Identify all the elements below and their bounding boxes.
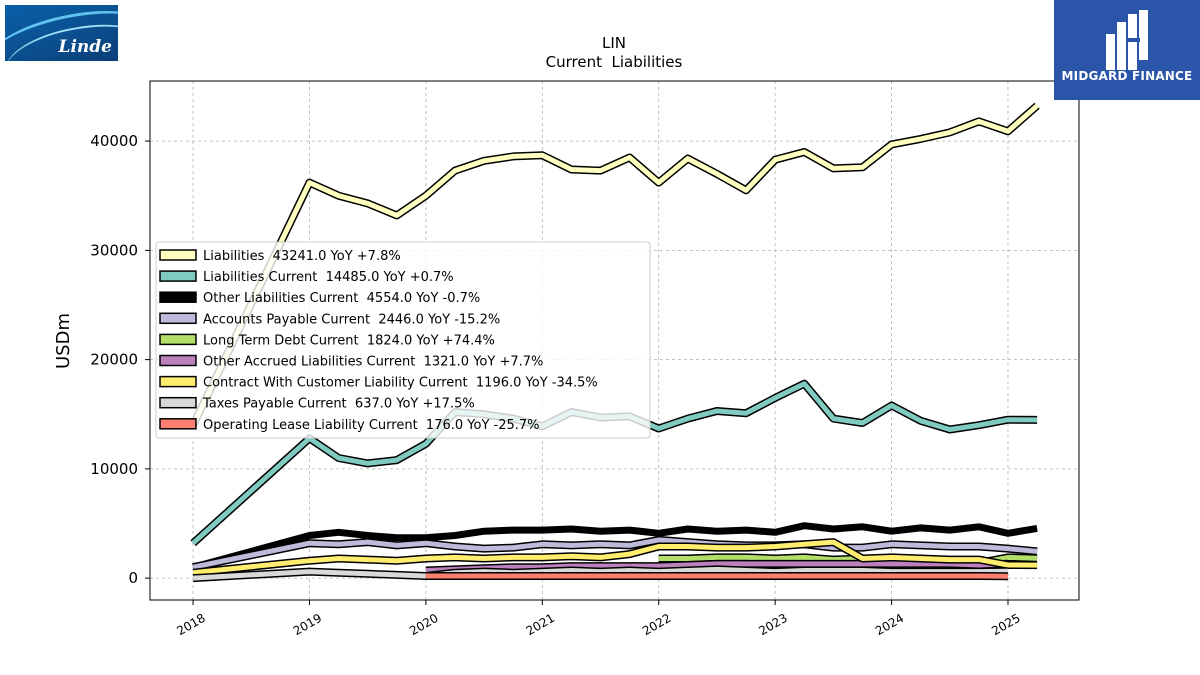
series-accounts-payable-current [192,535,1038,572]
legend-swatch [159,418,197,430]
legend-swatch [159,354,197,367]
x-tick-label: 2024 [873,611,906,638]
y-axis: 0 10000 20000 30000 40000 [90,132,150,587]
series-other-liabilities-current [192,522,1038,571]
midgard-finance-logo: MIDGARD FINANCE [1054,0,1200,100]
legend-entry: Operating Lease Liability Current 176.0 … [159,418,540,433]
y-tick-label: 0 [128,569,138,587]
x-tick-label: 2023 [756,611,789,638]
series-line [192,537,1038,570]
series-liabilities [189,102,1040,427]
legend-label: Other Liabilities Current 4554.0 YoY -0.… [203,291,480,306]
x-tick-label: 2020 [407,611,440,638]
y-tick-label: 40000 [90,132,138,150]
linde-logo-text: Linde [58,37,112,57]
series-other-accrued-liabilities-current [425,559,1009,575]
legend-label: Accounts Payable Current 2446.0 YoY -15.… [203,312,500,327]
legend-swatch [159,396,197,409]
series-liabilities-current [190,379,1038,547]
legend-entry: Taxes Payable Current 637.0 YoY +17.5% [159,396,475,412]
legend-label: Liabilities Current 14485.0 YoY +0.7% [203,270,454,285]
plot-area [189,102,1040,583]
x-tick-label: 2021 [524,611,557,638]
series-line [192,522,1038,571]
series-line [425,561,1009,573]
legend-label: Contract With Customer Liability Current… [203,376,598,391]
legend-entry: Liabilities 43241.0 YoY +7.8% [159,249,401,264]
chart-title: LIN [602,34,626,52]
x-tick-label: 2018 [174,611,207,638]
legend-entry: Long Term Debt Current 1824.0 YoY +74.4% [159,333,495,348]
legend-entry: Accounts Payable Current 2446.0 YoY -15.… [159,312,500,327]
series-taxes-payable-current [192,565,1009,583]
series-line [191,381,1038,546]
legend: Liabilities 43241.0 YoY +7.8% Liabilities… [155,241,651,439]
legend-label: Taxes Payable Current 637.0 YoY +17.5% [202,397,475,412]
x-axis: 2018 2019 2020 2021 2022 2023 2024 2025 [174,600,1023,638]
legend-entry: Contract With Customer Liability Current… [159,375,598,391]
legend-entry: Liabilities Current 14485.0 YoY +0.7% [159,270,454,285]
legend-swatch [159,375,197,388]
legend-swatch [159,249,197,261]
legend-swatch [159,312,197,325]
legend-label: Long Term Debt Current 1824.0 YoY +74.4% [203,333,495,348]
legend-box [155,241,651,439]
series-contract-with-customer-liability-current [192,538,1038,577]
legend-label: Liabilities 43241.0 YoY +7.8% [203,249,401,264]
series-line [192,566,1009,581]
legend-label: Operating Lease Liability Current 176.0 … [203,418,540,433]
legend-swatch [159,270,197,282]
series-line [190,103,1039,427]
legend-label: Other Accrued Liabilities Current 1321.0… [203,355,543,370]
y-tick-label: 20000 [90,351,138,369]
plot-frame [149,80,1080,601]
legend-swatch [159,333,197,346]
x-tick-label: 2019 [291,611,324,638]
series-line [192,539,1038,576]
legend-entry: Other Accrued Liabilities Current 1321.0… [159,354,543,370]
x-tick-label: 2022 [640,611,673,638]
midgard-logo-text: MIDGARD FINANCE [1061,69,1193,83]
midgard-mark-icon [1106,10,1148,70]
y-tick-label: 10000 [90,460,138,478]
x-tick-label: 2025 [989,611,1022,638]
linde-logo: Linde [5,5,118,61]
y-axis-label: USDm [53,313,74,369]
legend-entry: Other Liabilities Current 4554.0 YoY -0.… [159,291,480,306]
y-tick-label: 30000 [90,241,138,259]
legend-swatch [159,291,197,303]
chart-subtitle: Current Liabilities [546,53,683,71]
